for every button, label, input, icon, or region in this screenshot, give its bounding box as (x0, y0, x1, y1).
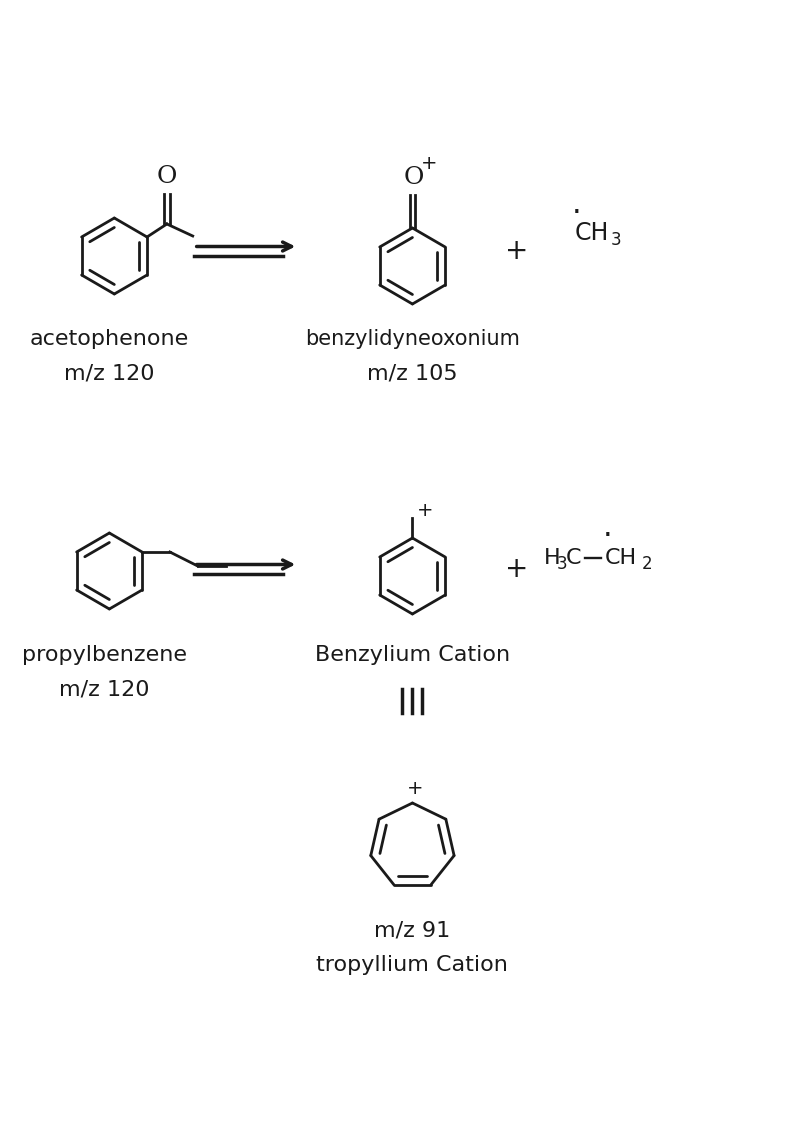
Text: O: O (403, 166, 424, 189)
Text: m/z 105: m/z 105 (367, 363, 458, 383)
Text: CH: CH (574, 221, 609, 245)
Text: acetophenone: acetophenone (30, 329, 189, 349)
Text: m/z 91: m/z 91 (374, 921, 450, 941)
Text: +: + (505, 238, 529, 265)
Text: 2: 2 (642, 555, 653, 573)
Text: +: + (407, 779, 424, 798)
Text: +: + (505, 555, 529, 582)
Text: propylbenzene: propylbenzene (22, 645, 187, 665)
Text: O: O (157, 165, 177, 188)
Text: CH: CH (606, 549, 638, 568)
Text: benzylidyneoxonium: benzylidyneoxonium (305, 329, 520, 349)
Text: m/z 120: m/z 120 (64, 363, 154, 383)
Text: 3: 3 (611, 231, 622, 249)
Text: ·: · (602, 521, 612, 551)
Text: +: + (417, 501, 434, 519)
Text: m/z 120: m/z 120 (59, 679, 150, 699)
Text: tropyllium Cation: tropyllium Cation (317, 955, 508, 975)
Text: 3: 3 (557, 555, 567, 573)
Text: Benzylium Cation: Benzylium Cation (315, 645, 510, 665)
Text: +: + (421, 154, 438, 173)
Text: ·: · (571, 199, 582, 227)
Text: C: C (566, 549, 581, 568)
Text: H: H (544, 549, 560, 568)
